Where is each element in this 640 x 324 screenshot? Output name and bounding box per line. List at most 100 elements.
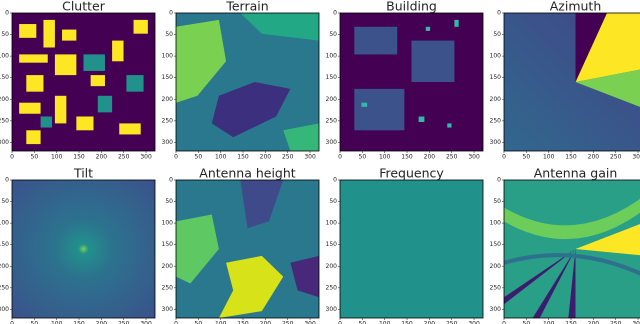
y-tick-label: 100 xyxy=(326,53,338,60)
x-tick-label: 50 xyxy=(31,154,39,161)
x-tick-label: 150 xyxy=(237,154,249,161)
y-tick-label: 200 xyxy=(326,96,338,103)
y-tick-label: 50 xyxy=(329,198,337,205)
y-tick-label: 150 xyxy=(162,74,174,81)
y-tick-label: 100 xyxy=(0,220,9,227)
panel-title: Antenna gain xyxy=(534,166,618,181)
y-tick-label: 250 xyxy=(490,117,502,124)
x-tick-label: 300 xyxy=(632,321,640,324)
y-tick-label: 100 xyxy=(162,220,174,227)
x-tick-label: 250 xyxy=(610,321,622,324)
x-tick-label: 150 xyxy=(565,321,577,324)
y-tick-label: 100 xyxy=(490,53,502,60)
y-tick-label: 150 xyxy=(162,241,174,248)
x-tick-label: 100 xyxy=(543,154,555,161)
y-tick-label: 0 xyxy=(169,10,173,17)
heatmap-image xyxy=(340,13,483,151)
x-tick-label: 0 xyxy=(502,154,506,161)
x-tick-label: 200 xyxy=(424,321,436,324)
x-tick-label: 200 xyxy=(588,154,600,161)
y-tick-label: 50 xyxy=(165,198,173,205)
x-tick-label: 100 xyxy=(51,154,63,161)
y-tick-label: 0 xyxy=(333,177,337,184)
y-tick-label: 150 xyxy=(0,241,9,248)
panel-title: Azimuth xyxy=(550,0,602,14)
y-tick-label: 250 xyxy=(326,284,338,291)
x-tick-label: 250 xyxy=(610,154,622,161)
x-tick-label: 150 xyxy=(401,154,413,161)
panel-title: Tilt xyxy=(73,166,93,181)
x-tick-label: 50 xyxy=(523,154,531,161)
x-tick-label: 100 xyxy=(215,321,227,324)
y-tick-label: 0 xyxy=(5,177,9,184)
axes-frame xyxy=(503,179,640,319)
y-tick-label: 250 xyxy=(490,284,502,291)
axes-frame xyxy=(339,12,484,152)
x-tick-label: 50 xyxy=(195,154,203,161)
axes-frame xyxy=(11,12,156,152)
y-tick-label: 50 xyxy=(493,198,501,205)
y-tick-label: 0 xyxy=(497,10,501,17)
x-tick-label: 0 xyxy=(338,154,342,161)
y-tick-label: 250 xyxy=(326,117,338,124)
y-tick-label: 300 xyxy=(0,306,9,313)
y-tick-label: 100 xyxy=(0,53,9,60)
y-tick-label: 300 xyxy=(326,306,338,313)
x-tick-label: 300 xyxy=(140,321,152,324)
y-tick-label: 50 xyxy=(165,31,173,38)
y-tick-label: 300 xyxy=(326,139,338,146)
x-tick-label: 150 xyxy=(237,321,249,324)
x-tick-label: 0 xyxy=(10,321,14,324)
x-tick-label: 300 xyxy=(468,321,480,324)
x-tick-label: 200 xyxy=(96,321,108,324)
x-tick-label: 50 xyxy=(195,321,203,324)
y-tick-label: 50 xyxy=(1,31,9,38)
x-tick-label: 50 xyxy=(31,321,39,324)
y-tick-label: 300 xyxy=(490,306,502,313)
x-tick-label: 0 xyxy=(174,321,178,324)
x-tick-label: 100 xyxy=(215,154,227,161)
y-tick-label: 0 xyxy=(497,177,501,184)
y-tick-label: 200 xyxy=(162,263,174,270)
y-tick-label: 300 xyxy=(0,139,9,146)
x-tick-label: 300 xyxy=(304,154,316,161)
panel-title: Frequency xyxy=(379,166,444,181)
x-tick-label: 250 xyxy=(446,154,458,161)
y-tick-label: 300 xyxy=(490,139,502,146)
x-tick-label: 0 xyxy=(502,321,506,324)
x-tick-label: 0 xyxy=(174,154,178,161)
x-tick-label: 150 xyxy=(565,154,577,161)
x-tick-label: 100 xyxy=(543,321,555,324)
y-tick-label: 150 xyxy=(490,74,502,81)
heatmap-image xyxy=(176,13,319,151)
x-tick-label: 100 xyxy=(379,154,391,161)
axes-frame xyxy=(11,179,156,319)
axes-frame xyxy=(339,179,484,319)
axes-frame xyxy=(175,12,320,152)
x-tick-label: 300 xyxy=(304,321,316,324)
x-tick-label: 250 xyxy=(282,154,294,161)
x-tick-label: 300 xyxy=(468,154,480,161)
y-tick-label: 300 xyxy=(162,139,174,146)
y-tick-label: 50 xyxy=(329,31,337,38)
axes-frame xyxy=(175,179,320,319)
y-tick-label: 200 xyxy=(162,96,174,103)
x-tick-label: 250 xyxy=(118,154,130,161)
y-tick-label: 250 xyxy=(0,284,9,291)
y-tick-label: 0 xyxy=(5,10,9,17)
panel-title: Terrain xyxy=(225,0,268,14)
x-tick-label: 150 xyxy=(73,154,85,161)
panel-title: Building xyxy=(386,0,437,14)
x-tick-label: 200 xyxy=(260,154,272,161)
y-tick-label: 200 xyxy=(326,263,338,270)
x-tick-label: 150 xyxy=(73,321,85,324)
heatmap-image xyxy=(504,13,640,151)
x-tick-label: 300 xyxy=(632,154,640,161)
x-tick-label: 50 xyxy=(523,321,531,324)
x-tick-label: 50 xyxy=(359,154,367,161)
y-tick-label: 300 xyxy=(162,306,174,313)
x-tick-label: 200 xyxy=(588,321,600,324)
axes-frame xyxy=(503,12,640,152)
